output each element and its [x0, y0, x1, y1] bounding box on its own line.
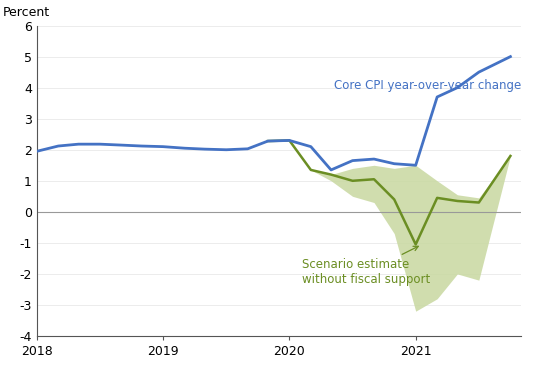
Text: Core CPI year-over-year change: Core CPI year-over-year change — [334, 79, 521, 92]
Text: Percent: Percent — [3, 6, 50, 19]
Text: Scenario estimate
without fiscal support: Scenario estimate without fiscal support — [302, 246, 430, 287]
